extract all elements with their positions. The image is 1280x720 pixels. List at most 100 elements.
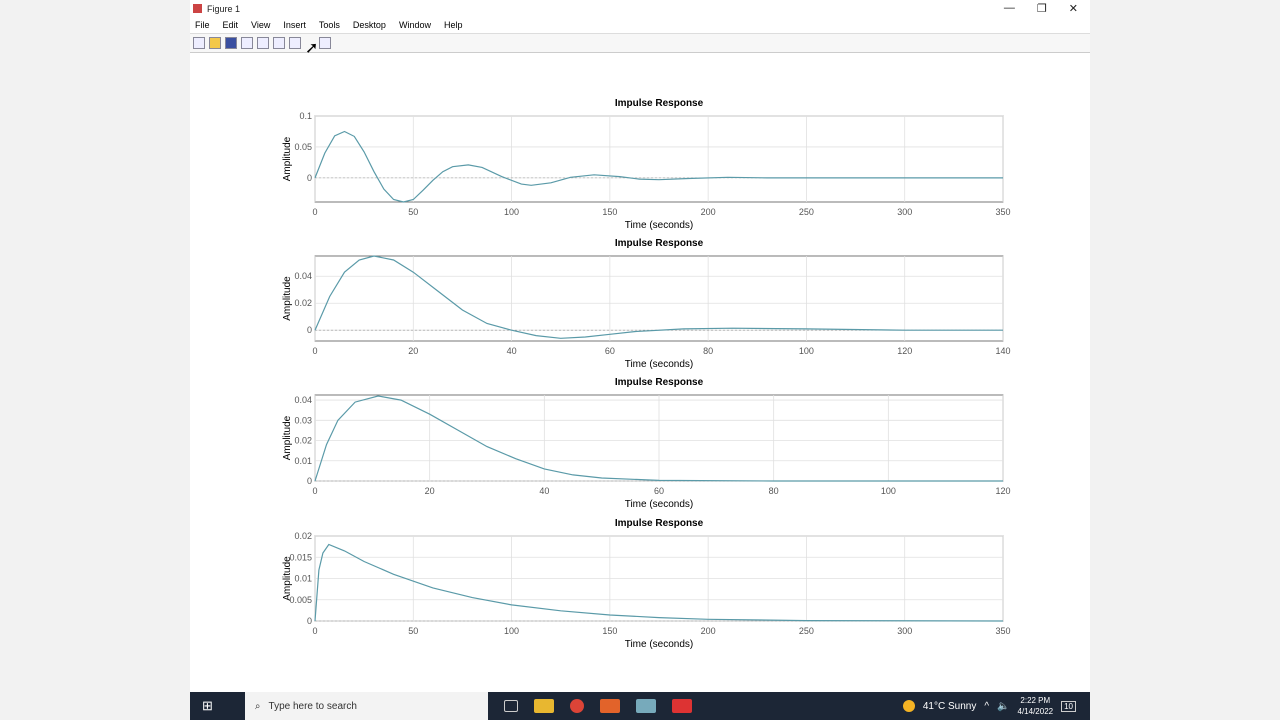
response-series-line: [314, 255, 1003, 339]
axes-box: [314, 115, 1004, 203]
close-button[interactable]: ✕: [1068, 3, 1078, 15]
response-series-line: [314, 395, 1003, 482]
y-axis-label: Amplitude: [282, 276, 293, 321]
x-tick-label: 200: [701, 207, 716, 217]
weather-text[interactable]: 41°C Sunny: [922, 700, 977, 712]
x-tick-label: 20: [408, 346, 418, 356]
minimize-button[interactable]: —: [1003, 2, 1015, 14]
save-icon[interactable]: [225, 37, 237, 49]
x-tick-label: 0: [312, 626, 317, 636]
menu-tools[interactable]: Tools: [318, 20, 340, 30]
volume-icon[interactable]: 🔈: [997, 700, 1010, 712]
menu-view[interactable]: View: [251, 20, 271, 30]
x-tick-label: 60: [605, 346, 615, 356]
chevron-up-icon[interactable]: ^: [984, 700, 990, 712]
x-tick-label: 150: [602, 626, 617, 636]
impulse-response-chart-1: 0 50 100 150 200 250 300 350 0 0.05 0.1 Impulse Res…: [282, 98, 1011, 231]
taskbar: ⊞ ⌕ Type here to search 41°C Sunny ^ 🔈 2…: [190, 692, 1090, 720]
link-plot-icon[interactable]: [257, 37, 269, 49]
property-inspector-icon[interactable]: [319, 37, 331, 49]
axes-box: [314, 255, 1004, 342]
x-tick-label: 50: [408, 207, 418, 217]
menu-insert[interactable]: Insert: [283, 20, 306, 30]
file-explorer-icon[interactable]: [533, 699, 554, 713]
x-tick-label: 80: [769, 486, 779, 496]
y-tick-label: 0: [307, 616, 312, 626]
y-tick-label: 0: [307, 476, 312, 486]
chart-title: Impulse Response: [615, 518, 704, 529]
x-tick-label: 150: [602, 207, 617, 217]
x-tick-label: 120: [897, 346, 912, 356]
new-figure-icon[interactable]: [193, 37, 205, 49]
matlab-taskbar-icon[interactable]: [599, 699, 620, 713]
x-tick-label: 0: [312, 346, 317, 356]
x-axis-label: Time (seconds): [625, 639, 694, 650]
y-tick-label: 0: [307, 173, 312, 183]
impulse-response-chart-4: 0 50 100 150 200 250 300 350 0 0.005 0.01 0.015 0.02…: [282, 518, 1011, 650]
x-tick-label: 250: [799, 626, 814, 636]
menu-file[interactable]: File: [195, 20, 210, 30]
toolbar: ➚: [190, 33, 1090, 57]
y-tick-label: 0.015: [289, 552, 312, 562]
chart-title: Impulse Response: [615, 377, 704, 388]
y-tick-label: 0.02: [294, 436, 312, 446]
x-tick-label: 140: [995, 346, 1010, 356]
x-tick-label: 20: [425, 486, 435, 496]
x-tick-label: 300: [897, 626, 912, 636]
x-tick-label: 350: [995, 207, 1010, 217]
y-tick-label: 0.1: [299, 111, 312, 121]
open-file-icon[interactable]: [209, 37, 221, 49]
weather-sun-icon: [902, 700, 915, 712]
clock[interactable]: 2:22 PM 4/14/2022: [1018, 695, 1054, 717]
wps-icon[interactable]: [671, 699, 692, 713]
x-tick-label: 60: [654, 486, 664, 496]
search-icon: ⌕: [254, 700, 261, 712]
legend-icon[interactable]: [289, 37, 301, 49]
colorbar-icon[interactable]: [273, 37, 285, 49]
response-series-line: [314, 130, 1003, 203]
chrome-icon[interactable]: [569, 699, 584, 713]
y-tick-label: 0.01: [294, 456, 312, 466]
search-box[interactable]: ⌕ Type here to search: [244, 692, 488, 720]
y-tick-label: 0.02: [294, 531, 312, 541]
x-tick-label: 350: [995, 626, 1010, 636]
y-tick-label: 0: [307, 325, 312, 335]
print-icon[interactable]: [241, 37, 253, 49]
menu-window[interactable]: Window: [398, 20, 431, 30]
maximize-button[interactable]: ❐: [1036, 3, 1047, 15]
x-tick-label: 40: [507, 346, 517, 356]
app-icon[interactable]: [635, 699, 656, 713]
x-tick-label: 0: [312, 207, 317, 217]
x-tick-label: 50: [408, 626, 418, 636]
x-tick-label: 80: [703, 346, 713, 356]
response-series-line: [314, 543, 1004, 622]
x-tick-label: 100: [799, 346, 814, 356]
y-axis-label: Amplitude: [282, 136, 293, 181]
task-view-icon[interactable]: [503, 700, 518, 712]
menu-help[interactable]: Help: [443, 20, 463, 30]
start-button[interactable]: ⊞: [202, 698, 213, 713]
x-tick-label: 100: [504, 626, 519, 636]
date-text: 4/14/2022: [1017, 707, 1054, 716]
x-tick-label: 250: [799, 207, 814, 217]
matlab-icon: [193, 4, 202, 13]
impulse-response-chart-2: 0 20 40 60 80 100 120 140 0 0.02 0.04 Impulse Respo…: [282, 238, 1011, 370]
time-text: 2:22 PM: [1020, 696, 1051, 705]
chart-title: Impulse Response: [615, 238, 704, 249]
notification-icon[interactable]: 10: [1061, 700, 1076, 712]
y-tick-label: 0.04: [294, 395, 312, 405]
title-bar: Figure 1 — ❐ ✕: [190, 0, 1090, 17]
x-axis-label: Time (seconds): [625, 499, 694, 510]
x-tick-label: 200: [701, 626, 716, 636]
y-axis-label: Amplitude: [282, 556, 293, 601]
x-tick-label: 0: [312, 486, 317, 496]
x-axis-label: Time (seconds): [625, 359, 694, 370]
system-tray: 41°C Sunny ^ 🔈 2:22 PM 4/14/2022 10: [902, 695, 1076, 717]
impulse-response-chart-3: 0 20 40 60 80 100 120 0 0.01 0.02 0.03 0.04 Impulse …: [282, 377, 1011, 510]
y-tick-label: 0.03: [294, 415, 312, 425]
y-tick-label: 0.005: [289, 595, 312, 605]
menu-desktop[interactable]: Desktop: [352, 20, 386, 30]
x-tick-label: 100: [504, 207, 519, 217]
menu-edit[interactable]: Edit: [222, 20, 239, 30]
